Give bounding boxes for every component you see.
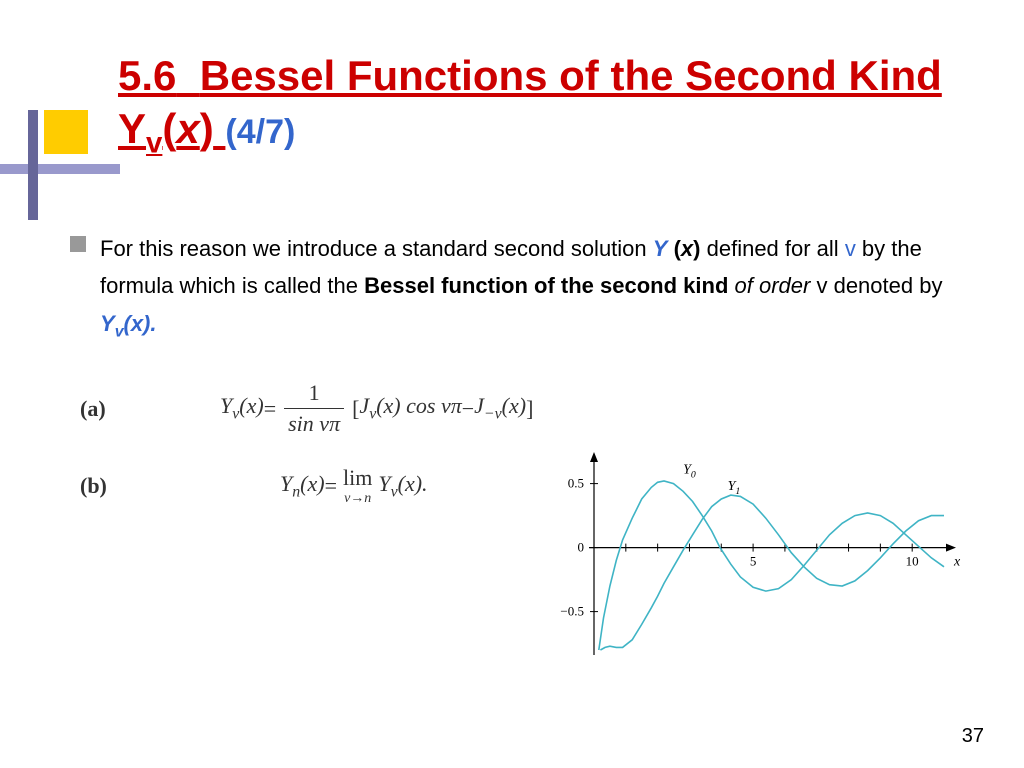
svg-text:x: x [953,555,961,570]
body-content: For this reason we introduce a standard … [70,230,950,346]
svg-text:0.5: 0.5 [568,476,584,491]
bullet-item: For this reason we introduce a standard … [70,230,950,346]
bullet-bessel: Bessel function of the second kind [364,273,728,298]
title-paren-open: ( [162,105,176,152]
title-subscript: v [146,126,162,159]
fb-rhs-arg: (x). [398,471,428,496]
bullet-Yv-sub: v [115,323,124,340]
title-paren-close: ) [200,105,214,152]
bullet-icon [70,236,86,252]
bullet-v2: v [810,273,827,298]
svg-text:−0.5: −0.5 [560,604,584,619]
svg-text:Y0: Y0 [683,462,696,480]
fa-lhs: Y [220,393,232,418]
fb-lhs-sub: n [292,483,300,500]
fa-bopen: [ [352,396,359,422]
bullet-denoted: denoted by [827,273,942,298]
title-pager: (4/7) [225,113,295,151]
bullet-oforder: of order [728,273,810,298]
bullet-Y: Y [653,236,668,261]
bullet-paren-close: ) [693,236,700,261]
title-arg-var: x [176,105,199,152]
page-number: 37 [962,725,984,748]
deco-horizontal-bar [0,164,120,174]
fa-minus: − [462,396,474,422]
formula-a-label: (a) [80,396,160,422]
fa-j2-arg: (x) [502,393,526,418]
fa-j1-arg: (x) cos νπ [376,393,462,418]
bullet-x: x [681,236,693,261]
svg-text:5: 5 [750,554,757,569]
bullet-v1: v [845,236,856,261]
svg-text:10: 10 [906,554,919,569]
fb-lim: lim [343,465,372,491]
bullet-t1: For this reason we introduce a standard … [100,236,653,261]
deco-vertical-bar [28,110,38,220]
fa-fraction: 1 sin νπ [284,380,344,437]
corner-decoration [0,110,120,220]
fa-j2-sub: −ν [484,406,502,423]
fb-rhs: Y [378,471,390,496]
title-section: 5.6 [118,52,176,99]
svg-text:Y1: Y1 [728,479,741,497]
bullet-Yv: Y [100,311,115,336]
fb-lhs-arg: (x) [300,471,324,496]
svg-text:0: 0 [578,540,585,555]
fa-j2: J [474,393,484,418]
fb-lim-under: ν→n [344,491,371,507]
formula-a: (a) Yν(x) = 1 sin νπ [ Jν(x) cos νπ − J−… [80,380,533,437]
bullet-t2: defined for all [707,236,845,261]
fb-lhs: Y [280,471,292,496]
fb-limit: lim ν→n [343,465,372,507]
deco-yellow-square [44,110,88,154]
bessel-chart: 5 10 −0.5 0 0.5 x Y0 Y1 [544,448,964,678]
fb-rhs-sub: ν [391,483,398,500]
chart-svg: 5 10 −0.5 0 0.5 x Y0 Y1 [544,448,964,678]
fa-bclose: ] [526,396,533,422]
bullet-Yx: (x). [124,311,157,336]
fa-frac-den: sin νπ [284,408,344,437]
bullet-paren-open: ( [667,236,680,261]
slide-title: 5.6 Bessel Functions of the Second Kind … [118,50,978,162]
fa-j1: J [359,393,369,418]
fa-eq: = [264,396,276,422]
formulas-block: (a) Yν(x) = 1 sin νπ [ Jν(x) cos νπ − J−… [80,380,533,535]
fa-frac-num: 1 [305,380,324,408]
formula-b: (b) Yn(x) = lim ν→n Yν(x). [80,465,533,507]
formula-b-label: (b) [80,473,160,499]
fb-eq: = [325,473,337,499]
bullet-text: For this reason we introduce a standard … [100,230,950,346]
fa-lhs-arg: (x) [239,393,263,418]
